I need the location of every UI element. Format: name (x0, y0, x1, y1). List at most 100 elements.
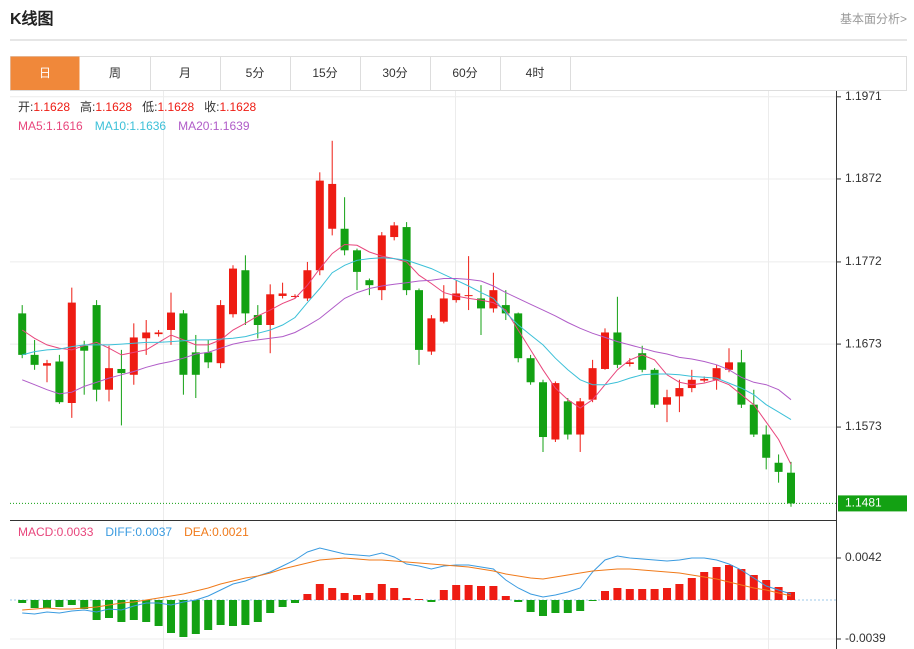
tab[interactable]: 日 (10, 56, 80, 91)
legend-value: 0.0037 (135, 525, 172, 539)
candle-body (563, 401, 572, 435)
macd-bar (415, 599, 423, 600)
tab[interactable]: 30分 (382, 57, 431, 90)
candle-body (464, 295, 473, 297)
candle-body (142, 332, 151, 339)
candle-body (402, 227, 411, 291)
tab[interactable]: 5分 (246, 57, 291, 90)
tab[interactable]: 4时 (526, 57, 571, 90)
candle-body (18, 313, 27, 355)
tab-label: 日 (39, 66, 51, 80)
macd-bar (700, 572, 709, 600)
candle-body (762, 434, 771, 458)
macd-bar (67, 600, 76, 605)
macd-bar (340, 593, 349, 600)
candle-body (787, 472, 795, 504)
tab-label: 15分 (312, 66, 337, 80)
ma-line (22, 278, 792, 401)
y-tick-label: 1.1971 (845, 89, 882, 103)
candle-body (663, 397, 671, 405)
fundamental-link[interactable]: 基本面分析> (840, 12, 907, 26)
macd-bar (92, 600, 101, 620)
tabs: 日 周 月 5分 15分 30分 60分 4时 (10, 56, 571, 91)
legend-name: MA5: (18, 119, 46, 133)
macd-bar (229, 600, 237, 626)
y-tick-label: 1.1673 (845, 336, 882, 350)
legend-name: MACD: (18, 525, 57, 539)
tab-label: 周 (109, 66, 121, 80)
macd-bar (179, 600, 188, 637)
legend-value: 0.0033 (57, 525, 94, 539)
tab[interactable]: 周 (109, 57, 151, 90)
macd-bar (650, 589, 659, 600)
vertical-grid (163, 91, 769, 649)
y-tick-label: 1.1772 (845, 254, 882, 268)
macd-bar (712, 567, 721, 600)
macd-bar (154, 600, 163, 626)
candle-body (737, 362, 746, 405)
info-value: 1.1628 (219, 100, 256, 114)
info-label: 低: (142, 100, 157, 114)
ma-legend: MA5:1.1616 MA10:1.1636 MA20:1.1639 (18, 119, 250, 133)
candle-body (390, 225, 399, 238)
macd-bar (253, 600, 262, 622)
macd-bar (526, 600, 535, 612)
candle-body (700, 378, 709, 381)
candle-body (638, 353, 647, 370)
macd-bar (551, 600, 560, 613)
candle-body (452, 293, 461, 301)
last-price-label: 1.1481 (845, 496, 882, 510)
candle-body (105, 368, 113, 390)
tab-label: 5分 (246, 66, 265, 80)
macd-bar (477, 586, 485, 600)
tab-label: 60分 (452, 66, 477, 80)
candle-body (774, 462, 783, 472)
macd-bar (625, 589, 634, 600)
candle-body (675, 388, 684, 397)
legend-name: DEA: (184, 525, 212, 539)
candle-body (477, 298, 485, 309)
macd-bar (303, 594, 312, 600)
tab[interactable]: 60分 (452, 57, 501, 90)
macd-bar (427, 600, 436, 602)
candle-body (489, 290, 498, 309)
info-value: 1.1628 (157, 100, 194, 114)
info-value: 1.1628 (95, 100, 132, 114)
macd-bar (563, 600, 572, 613)
candle-body (278, 293, 287, 296)
candle-body (229, 268, 237, 315)
macd-bar (402, 598, 411, 600)
candle-body (501, 305, 510, 314)
candle-body (241, 270, 250, 314)
candle-body (216, 305, 225, 364)
legend-name: DIFF: (105, 525, 135, 539)
candle-body (167, 312, 175, 330)
macd-bar (489, 586, 498, 600)
macd-bar (55, 600, 64, 607)
candle-body (601, 332, 609, 369)
macd-bar (390, 588, 399, 600)
macd-bar (601, 591, 609, 600)
macd-bar (30, 600, 39, 608)
macd-bar (464, 585, 473, 600)
macd-bar (439, 590, 448, 600)
candle-body (687, 379, 696, 389)
candle-body (650, 369, 659, 405)
candle-body (67, 302, 76, 403)
candle-body (625, 362, 634, 364)
candle-body (43, 363, 51, 366)
candle-body (415, 290, 423, 350)
y-tick-label: 0.0042 (845, 550, 882, 564)
candle-body (365, 280, 374, 286)
macd-bar (241, 600, 250, 625)
macd-bar (613, 588, 622, 600)
candle-body (117, 368, 126, 374)
candle-body (427, 318, 436, 352)
macd-bar (291, 600, 299, 603)
legend-value: 1.1616 (46, 119, 83, 133)
tab[interactable]: 月 (179, 57, 221, 90)
candle-body (377, 235, 386, 291)
tab[interactable]: 15分 (312, 57, 361, 90)
charts: 1.15731.16731.17721.18721.19711.1481开:1.… (10, 89, 907, 645)
